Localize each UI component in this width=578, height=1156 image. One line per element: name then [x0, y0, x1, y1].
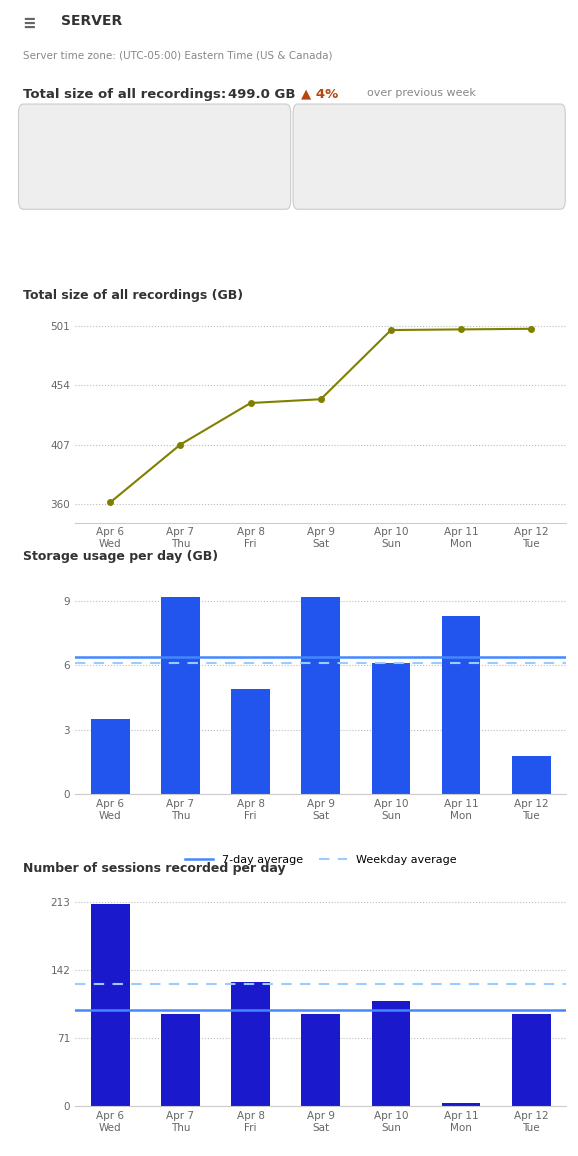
Bar — [91, 719, 129, 794]
Text: Server time zone: (UTC-05:00) Eastern Time (US & Canada): Server time zone: (UTC-05:00) Eastern Ti… — [23, 51, 332, 61]
Text: 499.0 GB: 499.0 GB — [228, 88, 296, 101]
Bar — [442, 616, 480, 794]
FancyBboxPatch shape — [18, 104, 291, 209]
Bar — [512, 1014, 551, 1106]
Text: ▼ -14%: ▼ -14% — [182, 121, 228, 134]
Bar — [91, 904, 129, 1106]
Text: Storage usage per day (GB): Storage usage per day (GB) — [23, 549, 218, 563]
Bar — [372, 664, 410, 794]
Bar — [512, 756, 551, 794]
Bar — [161, 596, 200, 794]
Bar — [442, 1104, 480, 1106]
Text: ▲ 4%: ▲ 4% — [301, 88, 338, 101]
Text: Total size of all recordings (GB): Total size of all recordings (GB) — [23, 289, 243, 303]
Text: 1234: 1234 — [321, 127, 394, 153]
Text: ≡: ≡ — [23, 14, 35, 32]
Text: Number of sessions recorded per day: Number of sessions recorded per day — [23, 861, 286, 875]
Bar — [302, 1014, 340, 1106]
FancyBboxPatch shape — [293, 104, 565, 209]
Text: over previous week: over previous week — [367, 88, 476, 98]
Bar — [302, 596, 340, 794]
Text: 16.0 GB: 16.0 GB — [46, 127, 162, 153]
Bar — [231, 981, 270, 1106]
Text: SERVER: SERVER — [61, 14, 122, 28]
Text: Sessions recorded: Sessions recorded — [321, 178, 422, 188]
Legend: 7-day average, Weekday average: 7-day average, Weekday average — [180, 851, 461, 869]
Text: Storage used: Storage used — [46, 178, 120, 188]
Bar — [372, 1001, 410, 1106]
Bar — [231, 689, 270, 794]
Text: Total size of all recordings:: Total size of all recordings: — [23, 88, 231, 101]
Bar — [161, 1014, 200, 1106]
Text: ▲ 170%: ▲ 170% — [454, 121, 503, 134]
